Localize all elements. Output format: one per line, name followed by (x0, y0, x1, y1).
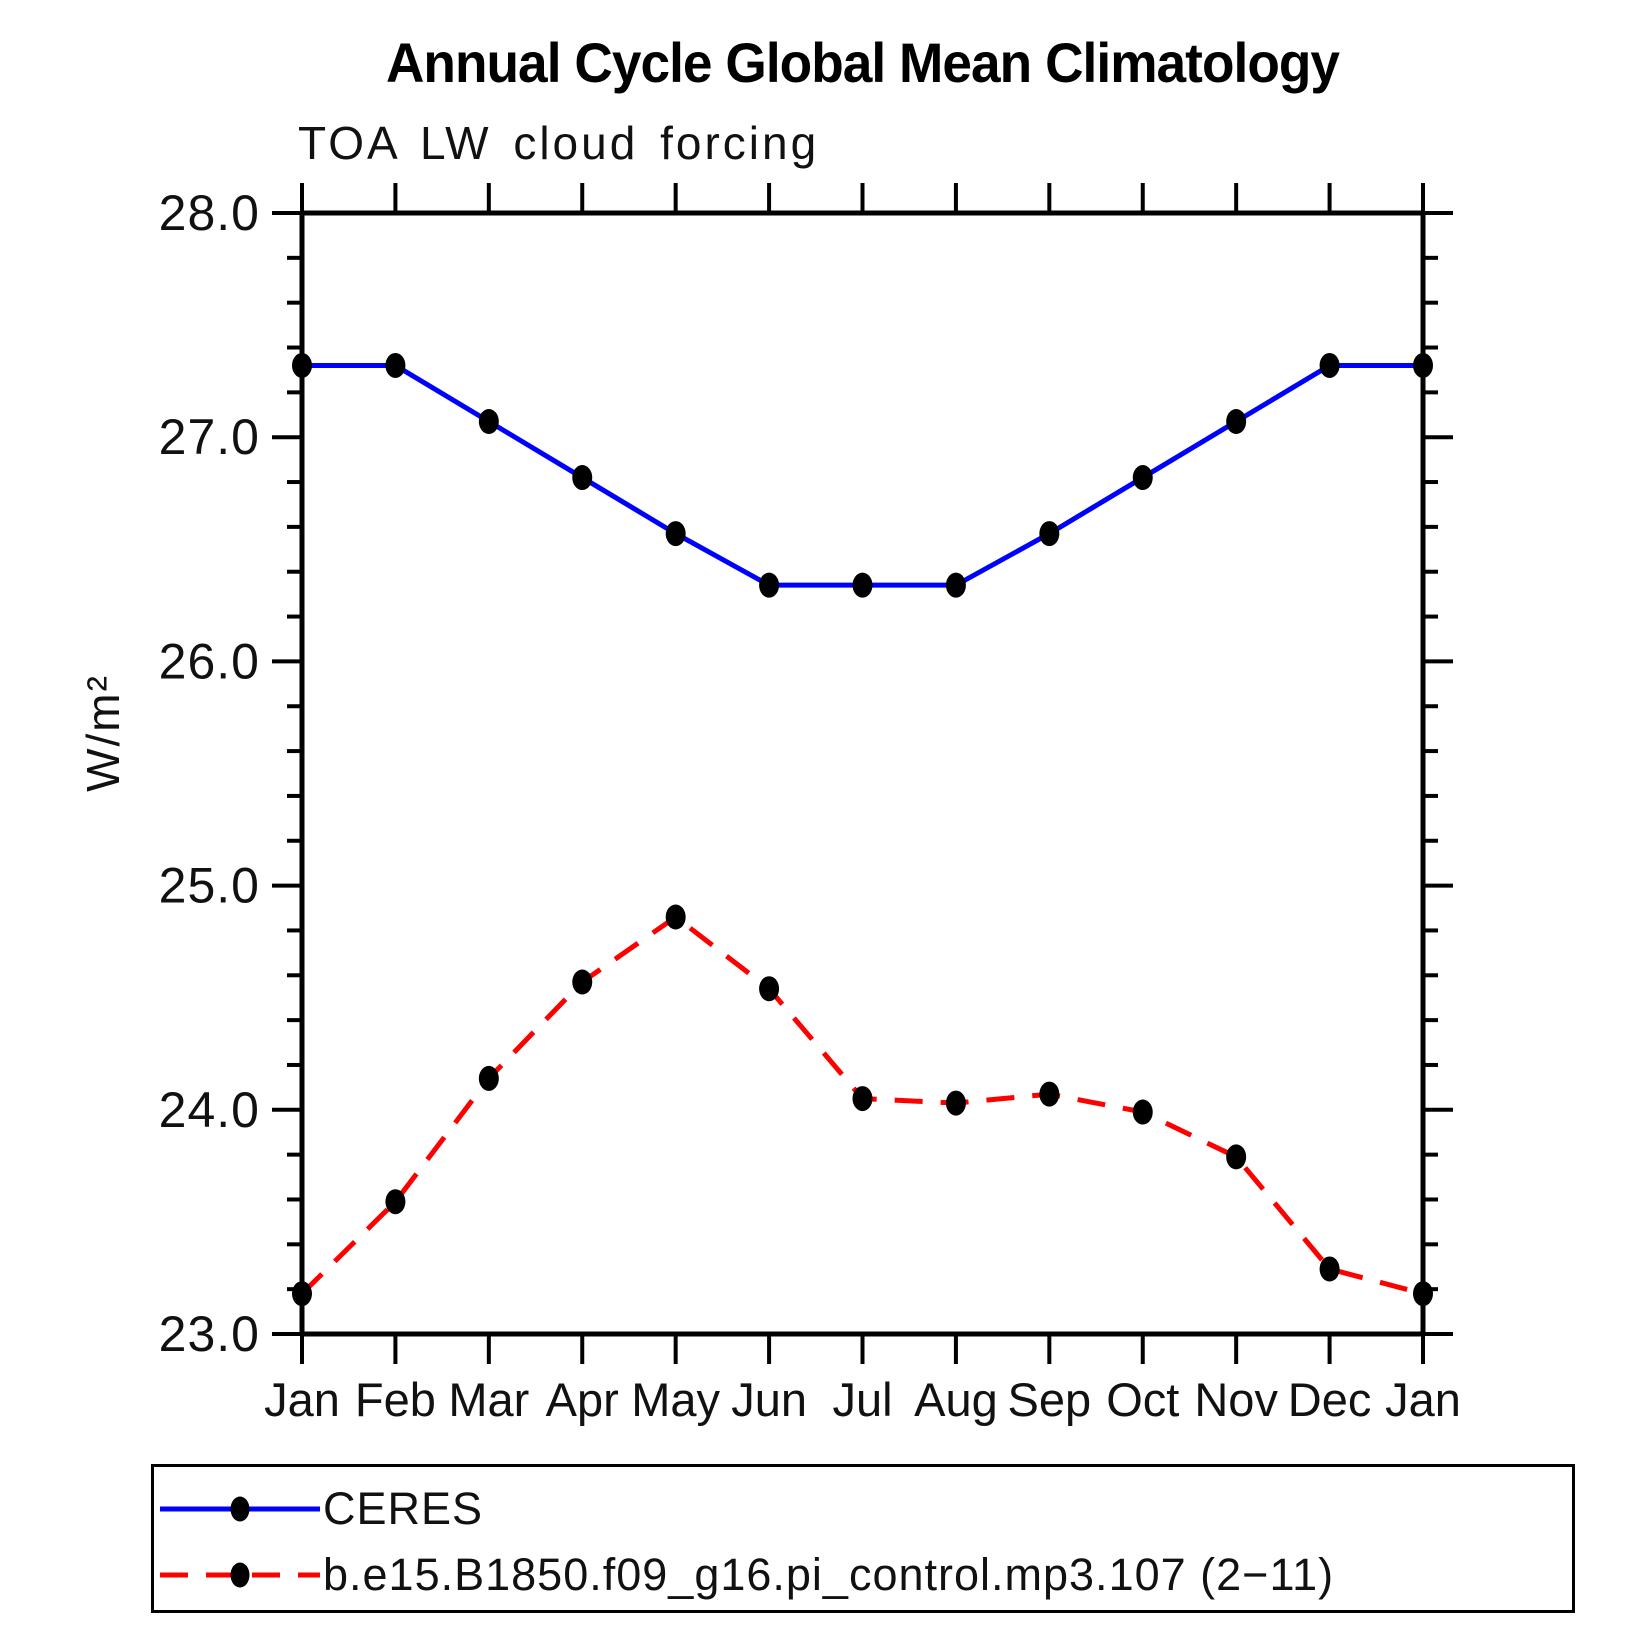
data-point-model (665, 904, 686, 930)
data-point-model (1039, 1081, 1060, 1107)
x-tick-label: Nov (1194, 1373, 1278, 1426)
y-tick-label: 25.0 (159, 858, 260, 914)
series-line-ceres (302, 362, 1423, 588)
chart-subtitle: TOA LW cloud forcing (298, 117, 820, 169)
y-tick-label: 24.0 (159, 1082, 260, 1138)
data-point-ceres (759, 572, 780, 598)
x-tick-label: Jun (731, 1373, 807, 1426)
page-title: Annual Cycle Global Mean Climatology (385, 31, 1340, 94)
data-point-ceres (1413, 352, 1433, 378)
x-tick-label: Jan (264, 1373, 340, 1426)
data-point-ceres (478, 409, 499, 435)
x-tick-label: Feb (355, 1373, 436, 1426)
legend-sample-model (160, 1562, 320, 1588)
legend-marker-icon (230, 1562, 250, 1588)
data-point-ceres (945, 572, 966, 598)
x-tick-label: May (631, 1373, 720, 1426)
data-point-ceres (572, 465, 593, 491)
legend-row-ceres: CERES (157, 1483, 484, 1534)
x-tick-label: Oct (1106, 1373, 1179, 1426)
legend-label-model: b.e15.B1850.f09_g16.pi_control.mp3.107 (… (323, 1549, 1335, 1600)
data-point-ceres (852, 572, 873, 598)
y-tick-label: 27.0 (159, 409, 260, 465)
data-point-ceres (1039, 521, 1060, 547)
data-point-ceres (385, 352, 406, 378)
x-tick-label: Sep (1008, 1373, 1092, 1426)
data-point-ceres (1226, 409, 1247, 435)
legend-marker-icon (230, 1496, 250, 1522)
data-point-model (292, 1281, 312, 1307)
data-point-model (852, 1086, 873, 1112)
data-point-model (759, 976, 780, 1002)
data-point-model (385, 1189, 406, 1215)
x-tick-label: Jul (832, 1373, 892, 1426)
legend-box: CERES b.e15.B1850.f09_g16.pi_control.mp3… (151, 1464, 1575, 1613)
y-tick-label: 23.0 (159, 1306, 260, 1362)
data-point-ceres (1319, 352, 1340, 378)
data-point-model (1413, 1281, 1433, 1307)
x-tick-label: Apr (546, 1373, 619, 1426)
y-tick-label: 26.0 (159, 633, 260, 689)
legend-label-ceres: CERES (323, 1483, 484, 1534)
data-point-ceres (1132, 465, 1153, 491)
data-point-model (478, 1065, 499, 1091)
y-tick-label: 28.0 (159, 185, 260, 241)
data-point-model (1226, 1144, 1247, 1170)
legend-row-model: b.e15.B1850.f09_g16.pi_control.mp3.107 (… (157, 1549, 1335, 1600)
x-tick-label: Jan (1385, 1373, 1461, 1426)
data-point-ceres (665, 521, 686, 547)
x-tick-label: Mar (448, 1373, 529, 1426)
x-tick-label: Dec (1288, 1373, 1372, 1426)
legend-sample-ceres (160, 1496, 320, 1522)
data-point-ceres (292, 352, 312, 378)
data-point-model (945, 1090, 966, 1116)
data-point-model (572, 969, 593, 995)
data-point-model (1132, 1099, 1153, 1125)
data-point-model (1319, 1256, 1340, 1282)
x-tick-label: Aug (914, 1373, 998, 1426)
